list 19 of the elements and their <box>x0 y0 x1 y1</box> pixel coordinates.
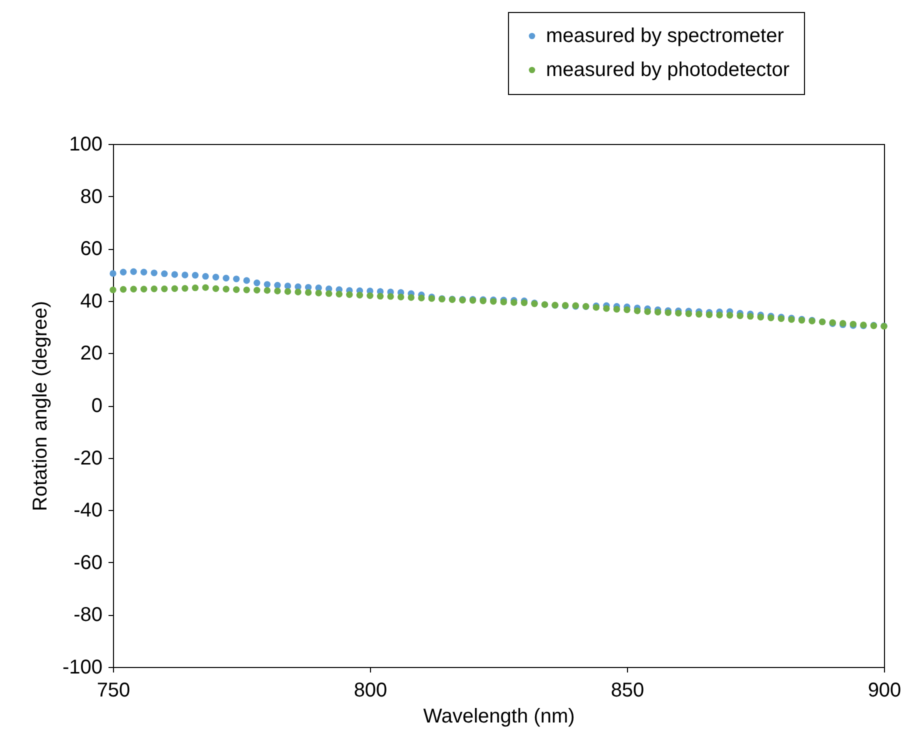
y-axis-title: Rotation angle (degree) <box>29 300 52 512</box>
legend-label: measured by photodetector <box>546 59 790 81</box>
y-tick-label: 0 <box>91 395 102 417</box>
x-tick-label: 800 <box>354 680 388 702</box>
x-tick-label: 750 <box>96 680 130 702</box>
legend-label: measured by spectrometer <box>546 25 784 47</box>
y-tick-label: 80 <box>80 186 102 208</box>
y-tick-label: -80 <box>74 604 102 626</box>
y-tick-label: -60 <box>74 552 102 574</box>
x-tick-label: 900 <box>868 680 902 702</box>
y-tick-label: -40 <box>74 500 102 522</box>
x-axis-title: Wavelength (nm) <box>423 706 575 728</box>
y-tick-label: 40 <box>80 290 102 312</box>
y-tick-label: -20 <box>74 447 102 470</box>
x-tick-label: 850 <box>610 680 644 702</box>
y-tick-label: 100 <box>69 134 102 156</box>
y-tick-label: 20 <box>80 342 102 365</box>
y-tick-label: -100 <box>62 656 102 678</box>
y-tick-label: 60 <box>80 238 102 260</box>
